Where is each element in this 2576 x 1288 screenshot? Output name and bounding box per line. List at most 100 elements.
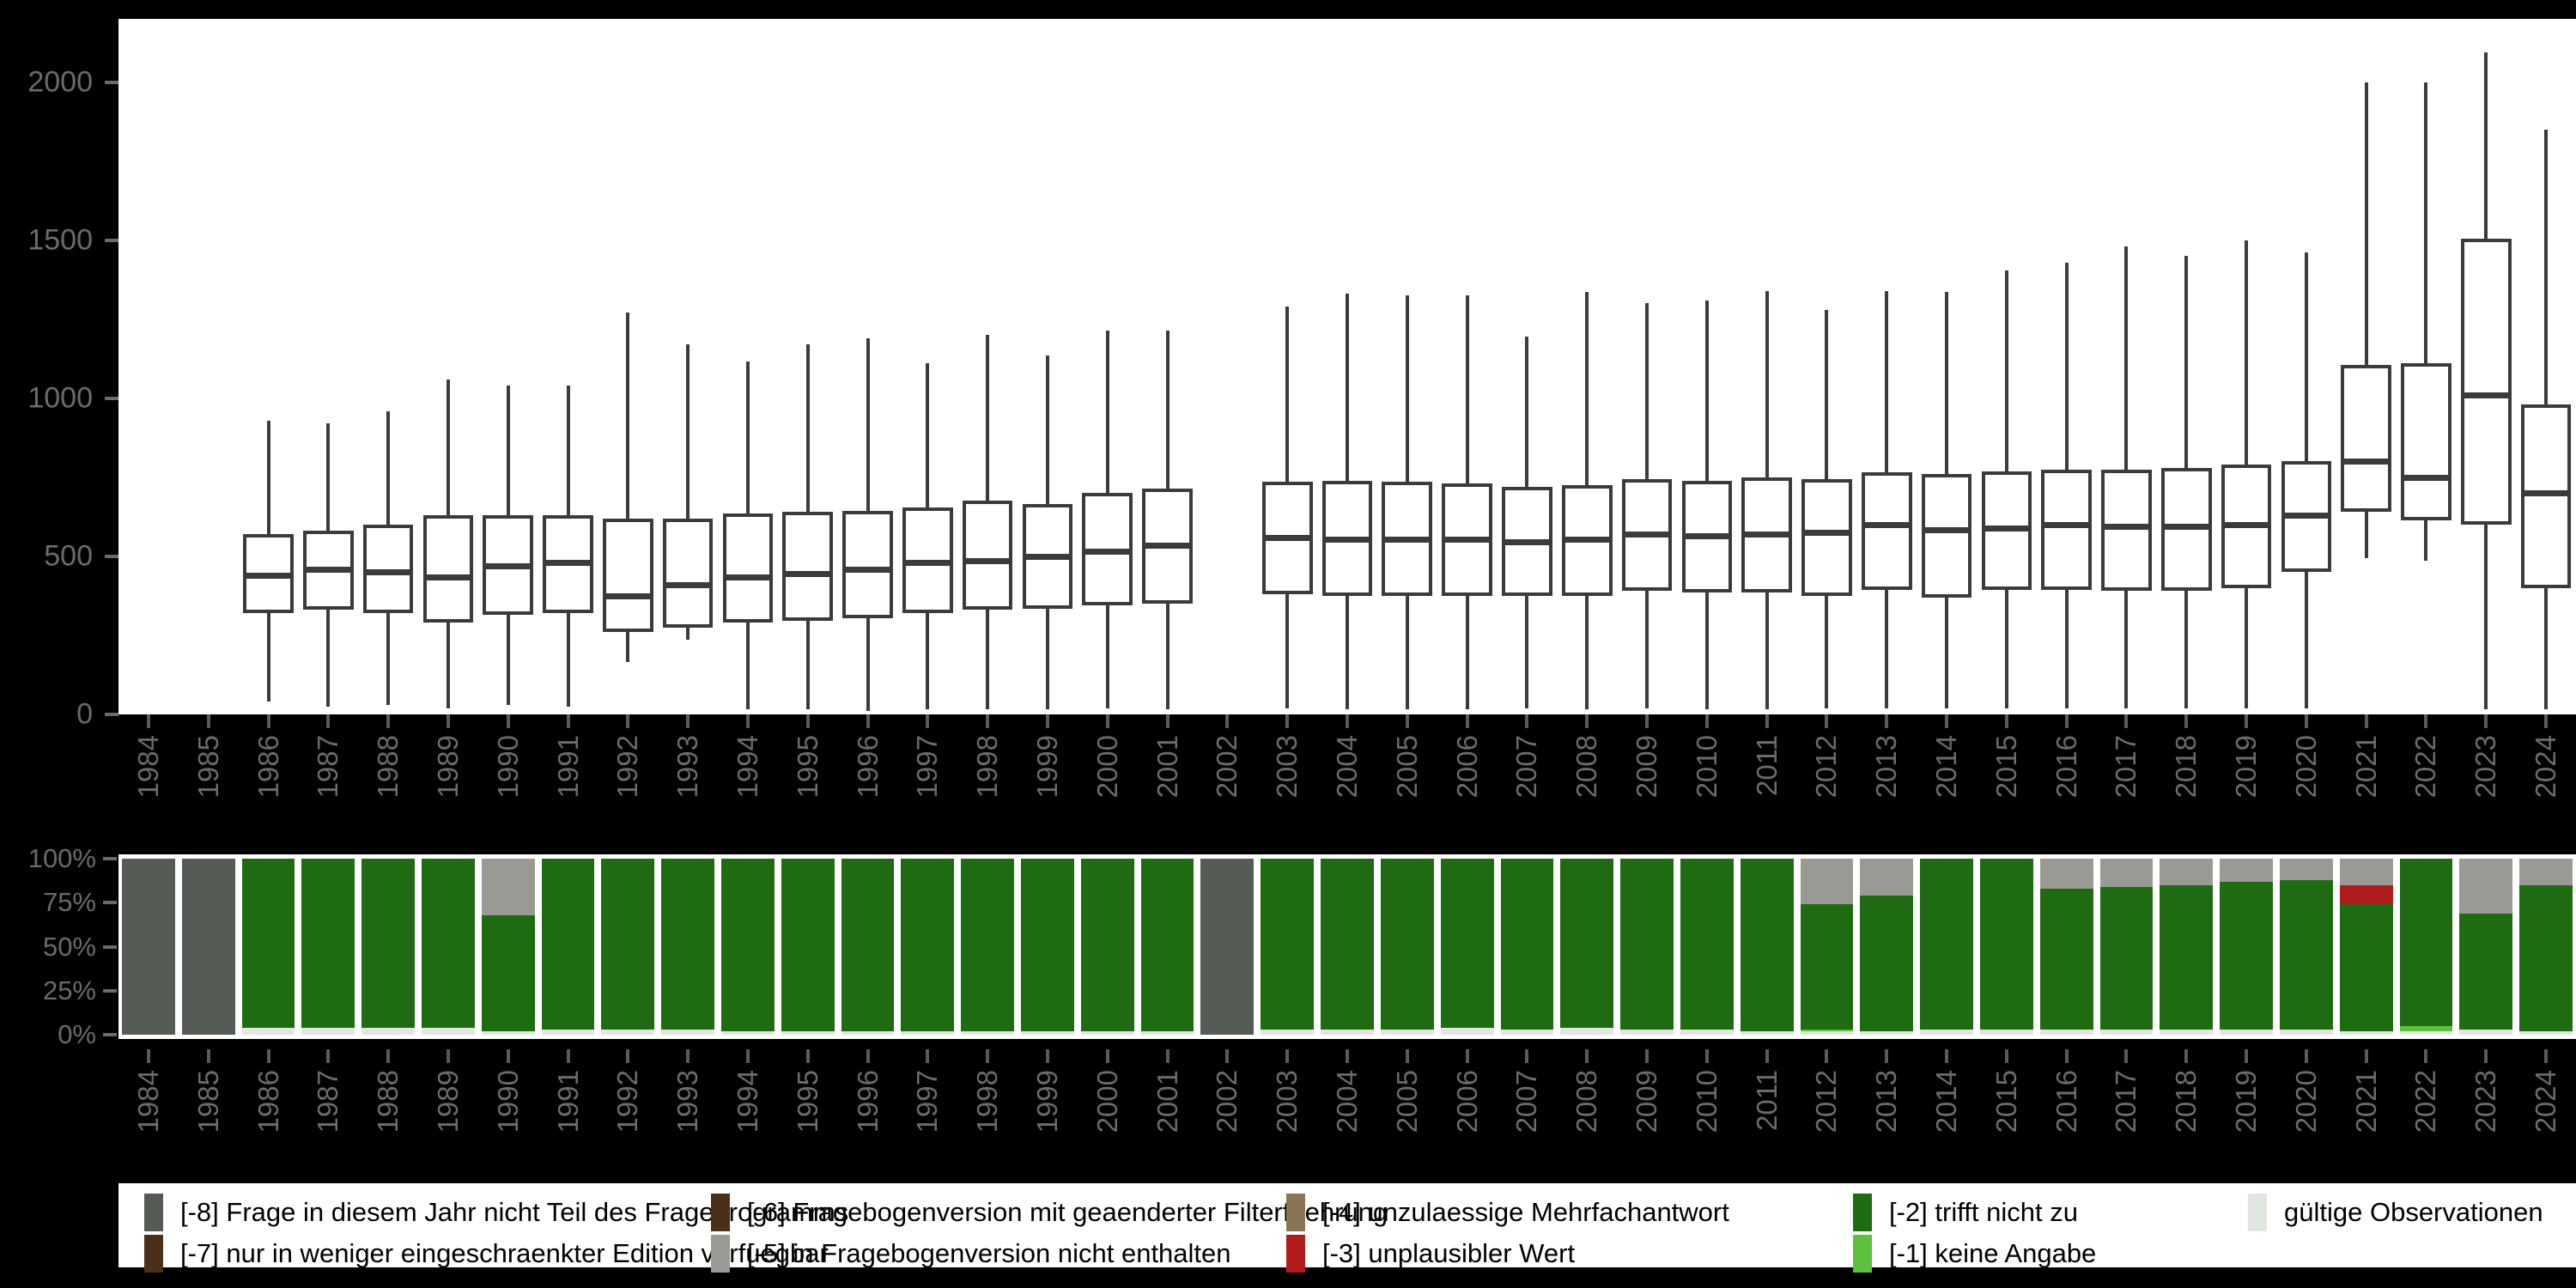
legend-item-m6[interactable]: [-6] Fragebogenversion mit geaenderter F… bbox=[711, 1194, 1388, 1231]
bar-segment-m2 bbox=[841, 859, 895, 1031]
boxplot-group-2019 bbox=[2216, 19, 2276, 714]
bar-x-tick-label-2013: 2013 bbox=[1870, 1070, 1903, 1133]
bar-y-axis-tick-mark bbox=[103, 1033, 117, 1036]
bar-segment-m2 bbox=[2339, 904, 2393, 1031]
bar-segment-m2 bbox=[481, 914, 535, 1031]
boxplot-group-2024 bbox=[2516, 19, 2576, 714]
bar-segment-valid bbox=[301, 1027, 355, 1035]
bar-segment-m5 bbox=[2339, 859, 2393, 885]
bar-segment-m2 bbox=[1440, 859, 1494, 1028]
boxplot-x-tick-mark bbox=[446, 714, 450, 728]
boxplot-group-1987 bbox=[298, 19, 358, 714]
bar-x-tick-mark bbox=[506, 1049, 510, 1063]
boxplot-x-tick-label-1992: 1992 bbox=[611, 735, 644, 799]
boxplot-x-tick-mark bbox=[1346, 714, 1349, 728]
bar-x-tick-label-2016: 2016 bbox=[2050, 1070, 2082, 1133]
legend-item-m1[interactable]: [-1] keine Angabe bbox=[1853, 1235, 2096, 1273]
bar-segment-m2 bbox=[2220, 881, 2273, 1030]
bar-segment-valid bbox=[1680, 1029, 1734, 1035]
boxplot-x-tick-mark bbox=[1704, 714, 1709, 728]
stacked-bar-2020 bbox=[2276, 859, 2336, 1035]
legend-item-valid[interactable]: gültige Observationen bbox=[2248, 1194, 2543, 1231]
boxplot-x-tick-label-1991: 1991 bbox=[551, 735, 584, 799]
bar-x-tick-mark bbox=[745, 1049, 750, 1063]
bar-y-axis-tick-label: 25% bbox=[42, 975, 96, 1005]
bar-segment-m2 bbox=[1800, 904, 1854, 1030]
boxplot-x-tick-mark bbox=[1045, 714, 1049, 728]
median-line bbox=[1681, 532, 1733, 539]
box-iqr bbox=[2041, 469, 2092, 590]
bar-segment-m2 bbox=[241, 859, 295, 1028]
boxplot-x-tick-mark bbox=[2064, 714, 2069, 728]
bar-segment-valid bbox=[241, 1027, 295, 1035]
boxplot-x-tick-label-2002: 2002 bbox=[1211, 735, 1243, 799]
boxplot-group-1992 bbox=[598, 19, 658, 714]
bar-segment-valid bbox=[1979, 1029, 2033, 1035]
boxplot-group-2016 bbox=[2037, 19, 2097, 714]
y-axis-tick-label: 2000 bbox=[27, 65, 93, 99]
bar-x-tick-mark bbox=[1285, 1049, 1290, 1063]
bar-segment-valid bbox=[1620, 1029, 1674, 1035]
stacked-bar-2009 bbox=[1617, 859, 1677, 1035]
boxplot-x-tick-mark bbox=[1585, 714, 1589, 728]
bar-x-tick-label-1998: 1998 bbox=[971, 1070, 1004, 1133]
stacked-bar-1998 bbox=[957, 859, 1018, 1035]
legend-item-m3[interactable]: [-3] unplausibler Wert bbox=[1286, 1235, 1575, 1273]
bar-x-tick-label-2014: 2014 bbox=[1930, 1070, 1963, 1133]
bar-segment-m1 bbox=[1800, 1029, 1854, 1031]
boxplot-group-1994 bbox=[718, 19, 778, 714]
boxplot-x-tick-label-1993: 1993 bbox=[671, 735, 704, 799]
boxplot-x-tick-mark bbox=[326, 714, 331, 728]
stacked-bar-2000 bbox=[1078, 859, 1138, 1035]
bar-x-tick-label-2007: 2007 bbox=[1510, 1070, 1543, 1133]
stacked-bar-2024 bbox=[2516, 859, 2576, 1035]
median-line bbox=[1561, 536, 1613, 543]
stacked-bar-1990 bbox=[478, 859, 538, 1035]
bar-y-axis-tick-mark bbox=[103, 945, 117, 949]
boxplot-x-tick-label-2017: 2017 bbox=[2110, 735, 2142, 799]
boxplot-group-2009 bbox=[1617, 19, 1677, 714]
median-line bbox=[1442, 536, 1492, 543]
bar-segment-m2 bbox=[1560, 859, 1614, 1028]
legend-item-m2[interactable]: [-2] trifft nicht zu bbox=[1853, 1194, 2078, 1231]
bar-segment-valid bbox=[1740, 1030, 1794, 1035]
boxplot-x-tick-label-1998: 1998 bbox=[971, 735, 1004, 799]
stacked-bar-2019 bbox=[2216, 859, 2276, 1035]
bar-x-tick-label-2023: 2023 bbox=[2470, 1070, 2502, 1133]
bar-y-axis-tick-mark bbox=[103, 857, 117, 860]
boxplot-group-1997 bbox=[897, 19, 957, 714]
bar-x-tick-label-2001: 2001 bbox=[1151, 1070, 1183, 1133]
legend-item-m8[interactable]: [-8] Frage in diesem Jahr nicht Teil des… bbox=[144, 1194, 848, 1231]
bar-segment-m2 bbox=[1500, 859, 1554, 1030]
bar-segment-m5 bbox=[2220, 859, 2273, 882]
median-line bbox=[1142, 543, 1193, 550]
bar-segment-m2 bbox=[961, 859, 1015, 1031]
median-line bbox=[483, 562, 534, 569]
bar-x-tick-label-2012: 2012 bbox=[1810, 1070, 1843, 1133]
legend-item-m5[interactable]: [-5] in Fragebogenversion nicht enthalte… bbox=[711, 1235, 1231, 1273]
y-axis-tick-label: 0 bbox=[76, 697, 93, 731]
boxplot-x-tick-label-2019: 2019 bbox=[2230, 735, 2263, 799]
boxplot-x-tick-mark bbox=[805, 714, 810, 728]
boxplot-group-2005 bbox=[1377, 19, 1437, 714]
bar-segment-m2 bbox=[361, 859, 416, 1028]
boxplot-x-tick-label-1989: 1989 bbox=[431, 735, 464, 799]
bar-x-tick-label-1987: 1987 bbox=[312, 1070, 344, 1133]
boxplot-group-1989 bbox=[418, 19, 478, 714]
median-line bbox=[2221, 522, 2272, 529]
bar-segment-valid bbox=[1380, 1029, 1434, 1035]
box-iqr bbox=[2460, 238, 2512, 526]
median-line bbox=[2101, 523, 2152, 530]
stacked-bar-2018 bbox=[2156, 859, 2216, 1035]
bar-x-tick-mark bbox=[2184, 1049, 2189, 1063]
bar-segment-valid bbox=[1800, 1030, 1854, 1035]
boxplot-x-tick-mark bbox=[266, 714, 270, 728]
boxplot-x-tick-label-2024: 2024 bbox=[2530, 735, 2562, 799]
legend-item-m4[interactable]: [-4] unzulaessige Mehrfachantwort bbox=[1286, 1194, 1729, 1231]
boxplot-group-2015 bbox=[1977, 19, 2037, 714]
bar-segment-m2 bbox=[781, 859, 835, 1031]
y-axis-tick-label: 1000 bbox=[27, 381, 93, 415]
median-line bbox=[603, 592, 653, 599]
boxplot-x-tick-mark bbox=[2304, 714, 2308, 728]
